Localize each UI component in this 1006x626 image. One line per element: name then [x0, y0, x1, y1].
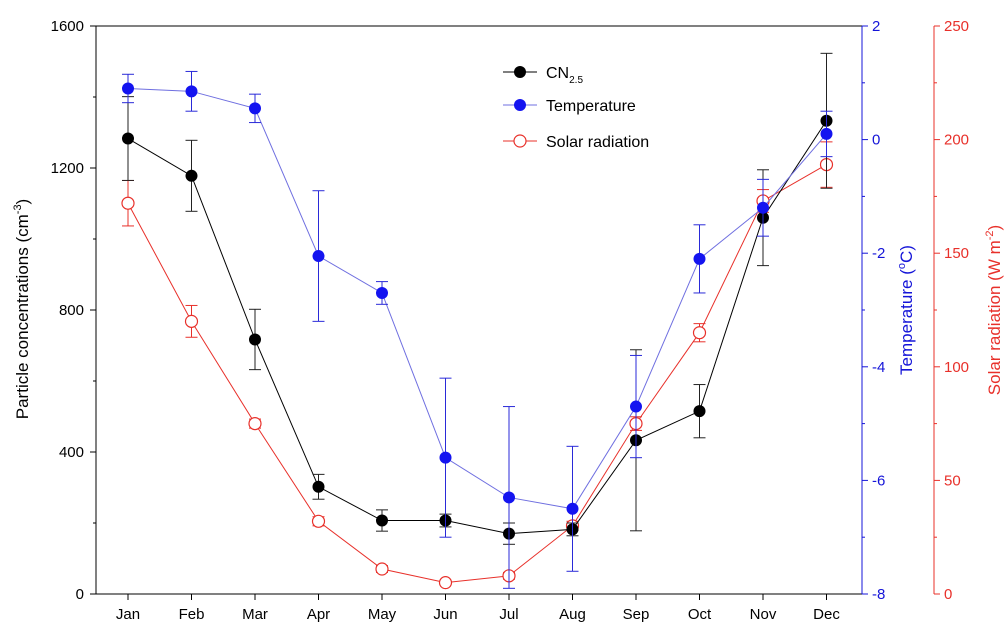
temperature-tick-label: 2: [872, 18, 880, 35]
data-point-temp: [312, 250, 325, 263]
legend-item-solar-radiation: Solar radiation: [503, 134, 649, 151]
data-point-solar: [375, 562, 389, 576]
solar-radiation-tick-label: 250: [944, 18, 969, 35]
solar-radiation-tick-label: 200: [944, 132, 969, 149]
data-point-temp: [820, 127, 833, 140]
x-tick-label: May: [368, 606, 397, 623]
data-point-cn: [693, 405, 706, 418]
data-point-cn: [312, 480, 325, 493]
data-point-solar: [121, 196, 135, 210]
series-cn: [122, 52, 833, 545]
series-layer: [121, 52, 834, 590]
legend-label-cn: CN2.5: [546, 65, 583, 86]
x-tick-label: Sep: [623, 606, 650, 623]
series-line-temp: [127, 87, 827, 510]
legend-marker-solar-radiation: [513, 134, 527, 148]
temperature-tick-label: -6: [872, 472, 885, 489]
solar-radiation-tick-label: 50: [944, 472, 961, 489]
legend-label-temperature: Temperature: [546, 98, 636, 115]
temperature-tick-label: -8: [872, 586, 885, 603]
data-point-temp: [122, 82, 134, 95]
data-point-temp: [249, 102, 261, 115]
x-tick-label: Jul: [499, 606, 518, 623]
solar-radiation-tick-label: 150: [944, 245, 969, 262]
left-tick-label: 1600: [51, 18, 84, 35]
data-point-temp: [757, 201, 769, 214]
x-tick-label: Nov: [750, 606, 777, 623]
x-tick-label: Feb: [179, 606, 205, 623]
data-point-solar: [184, 314, 199, 328]
x-tick-label: Aug: [559, 606, 586, 623]
data-point-temp: [185, 85, 198, 98]
solar-radiation-tick-label: 0: [944, 586, 952, 603]
temperature-tick-label: -4: [872, 359, 885, 376]
series-temp: [122, 70, 833, 589]
data-point-cn: [376, 514, 388, 527]
left-tick-label: 1200: [51, 160, 84, 177]
data-point-temp: [630, 400, 642, 413]
x-tick-label: Apr: [307, 606, 330, 623]
legend-label-solar-radiation: Solar radiation: [546, 134, 649, 151]
x-tick-label: Dec: [813, 606, 840, 623]
left-tick-label: 400: [59, 444, 84, 461]
series-line-cn: [127, 120, 827, 535]
series-solar: [121, 141, 834, 590]
left-tick-label: 800: [59, 302, 84, 319]
data-point-solar: [248, 417, 262, 431]
solar-radiation-axis-title: Solar radiation (W m-2): [984, 225, 1004, 395]
temperature-tick-label: -2: [872, 245, 885, 262]
legend-marker-temperature: [514, 99, 526, 111]
data-point-solar: [438, 576, 453, 590]
temperature-tick-label: 0: [872, 132, 880, 149]
legend-item-temperature: Temperature: [503, 98, 636, 115]
data-point-solar: [692, 326, 707, 340]
legend: CN2.5 Temperature Solar radiation: [503, 65, 649, 151]
data-point-cn: [122, 132, 134, 145]
data-point-temp: [439, 451, 452, 464]
data-point-temp: [376, 286, 388, 299]
data-point-temp: [693, 252, 706, 265]
series-line-solar: [127, 164, 827, 584]
solar-radiation-tick-label: 100: [944, 359, 969, 376]
legend-item-cn: CN2.5: [503, 65, 583, 86]
data-point-cn: [249, 333, 261, 346]
x-tick-label: Mar: [242, 606, 268, 623]
x-tick-label: Oct: [688, 606, 712, 623]
data-point-cn: [185, 169, 198, 182]
x-tick-label: Jun: [433, 606, 457, 623]
temperature-axis-title: Temperature (oC): [896, 245, 916, 375]
x-tick-label: Jan: [116, 606, 140, 623]
data-point-temp: [503, 491, 515, 504]
left-tick-label: 0: [76, 586, 84, 603]
data-point-solar: [311, 514, 326, 528]
legend-marker-cn: [514, 66, 526, 78]
left-axis-title: Particle concentrations (cm-3): [12, 199, 32, 419]
axes-layer: Jan Feb Mar Apr May Jun Jul Aug Sep Oct Nov Dec 0 400…: [51, 18, 969, 623]
data-point-temp: [566, 502, 579, 515]
